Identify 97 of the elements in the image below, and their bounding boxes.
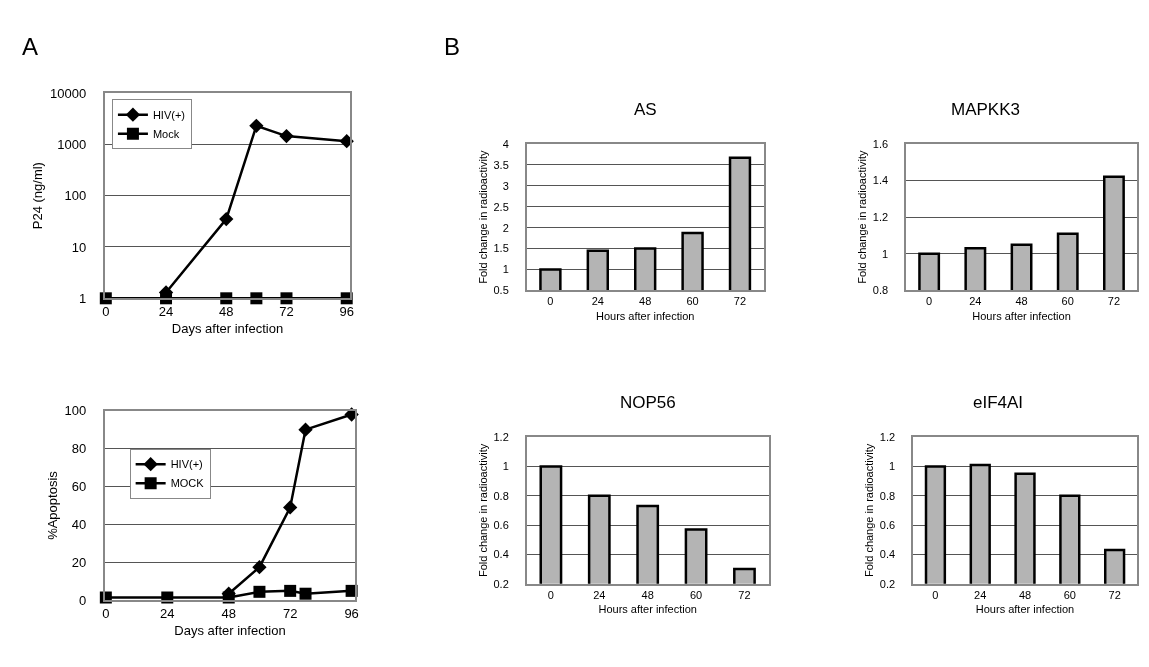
legend-label: Mock <box>152 127 180 140</box>
y-tick-label: 10000 <box>50 85 87 101</box>
x-tick-label: 72 <box>1108 588 1121 601</box>
y-tick-label: 80 <box>71 441 87 457</box>
x-tick-label: 24 <box>158 303 174 319</box>
x-axis-title: Hours after infection <box>595 310 695 323</box>
text: A <box>22 33 39 60</box>
x-tick-label: 24 <box>593 588 606 601</box>
x-tick-label: 24 <box>160 605 175 621</box>
x-tick-label: 48 <box>221 605 236 621</box>
y-tick-label: 0.4 <box>879 548 896 561</box>
y-tick-label: 40 <box>71 517 87 533</box>
y-tick-label: 1.2 <box>879 430 896 443</box>
x-axis-title: Hours after infection <box>598 603 697 616</box>
y-tick-label: 1 <box>881 247 889 260</box>
point <box>219 211 234 227</box>
x-tick-label: 48 <box>1015 295 1028 308</box>
point <box>249 118 264 133</box>
x-tick-label: 72 <box>282 605 298 621</box>
point <box>284 584 297 597</box>
x-axis-title: Hours after infection <box>975 603 1075 616</box>
point <box>279 128 294 144</box>
legend-label: HIV(+) <box>170 458 203 471</box>
y-tick-label: 1 <box>78 290 87 306</box>
x-tick-label: 72 <box>1107 295 1121 308</box>
x-tick-label: 72 <box>279 303 294 319</box>
legend-label: HIV(+) <box>152 108 186 121</box>
x-axis-title: Hours after infection <box>972 310 1071 323</box>
y-tick-label: 3.5 <box>493 158 509 171</box>
y-tick-label: 60 <box>71 479 87 495</box>
y-tick-label: 2.5 <box>493 200 509 213</box>
x-tick-label: 48 <box>219 303 234 319</box>
y-axis-title: Fold change in radioactivity <box>476 150 489 284</box>
y-tick-label: 3 <box>502 179 509 192</box>
point <box>298 422 313 437</box>
y-tick-label: 1 <box>888 460 896 473</box>
point <box>253 585 266 598</box>
y-tick-label: 1 <box>502 460 509 473</box>
y-tick-label: 0.8 <box>879 489 896 502</box>
y-axis-title: %Apoptosis <box>44 470 60 540</box>
x-tick-label: 0 <box>932 588 939 601</box>
y-tick-label: 0.8 <box>493 489 509 502</box>
x-tick-label: 48 <box>1018 588 1032 601</box>
x-tick-label: 24 <box>969 295 982 308</box>
x-tick-label: 0 <box>547 295 554 308</box>
x-tick-label: 96 <box>344 605 359 621</box>
y-tick-label: 10 <box>71 239 87 255</box>
x-tick-label: 24 <box>974 588 987 601</box>
x-tick-label: 60 <box>689 588 703 601</box>
point <box>283 500 298 515</box>
y-axis-title: Fold change in radioactivity <box>862 443 875 578</box>
x-tick-label: 60 <box>1061 295 1074 308</box>
y-tick-label: 1 <box>502 263 509 276</box>
y-tick-label: 1000 <box>57 136 87 152</box>
y-tick-label: 2 <box>502 221 509 234</box>
y-tick-label: 100 <box>64 188 87 204</box>
x-axis-title: Days after infection <box>174 622 286 638</box>
y-tick-label: 4 <box>502 137 509 150</box>
y-tick-label: 0.6 <box>493 518 509 531</box>
x-tick-label: 60 <box>1063 588 1076 601</box>
y-tick-label: 1.2 <box>872 211 889 224</box>
chart-title: eIF4AI <box>973 393 1024 412</box>
x-tick-label: 72 <box>733 295 747 308</box>
y-tick-label: 0.2 <box>493 577 509 590</box>
x-tick-label: 24 <box>591 295 604 308</box>
x-tick-label: 0 <box>102 605 110 621</box>
x-tick-label: 0 <box>547 588 554 601</box>
y-tick-label: 100 <box>64 403 87 419</box>
x-tick-label: 48 <box>639 295 652 308</box>
legend-label: MOCK <box>170 477 205 490</box>
point <box>252 560 267 575</box>
point <box>339 134 354 149</box>
chart-title: AS <box>634 100 657 119</box>
y-tick-label: 1.2 <box>493 430 509 443</box>
x-axis-title: Days after infection <box>171 320 284 336</box>
y-tick-label: 0.4 <box>493 548 509 561</box>
x-tick-label: 0 <box>102 303 110 319</box>
x-tick-label: 0 <box>926 295 933 308</box>
x-tick-label: 60 <box>686 295 699 308</box>
y-tick-label: 20 <box>71 554 87 570</box>
y-tick-label: 1.6 <box>872 137 889 150</box>
y-axis-title: Fold change in radioactivity <box>855 150 868 284</box>
text: B <box>444 33 461 60</box>
y-axis-title: Fold change in radioactivity <box>476 443 489 578</box>
x-tick-label: 96 <box>339 303 354 319</box>
y-tick-label: 0.8 <box>872 284 889 297</box>
x-tick-label: 48 <box>641 588 654 601</box>
chart-title: MAPKK3 <box>951 100 1020 119</box>
y-tick-label: 0.2 <box>879 577 896 590</box>
y-tick-label: 0.5 <box>493 284 509 297</box>
point <box>299 587 312 600</box>
y-tick-label: 1.5 <box>493 242 509 255</box>
y-axis-title: P24 (ng/ml) <box>30 162 46 230</box>
y-tick-label: 1.4 <box>872 174 889 187</box>
chart-title: NOP56 <box>620 393 676 412</box>
x-tick-label: 72 <box>738 588 751 601</box>
y-tick-label: 0.6 <box>879 518 896 531</box>
